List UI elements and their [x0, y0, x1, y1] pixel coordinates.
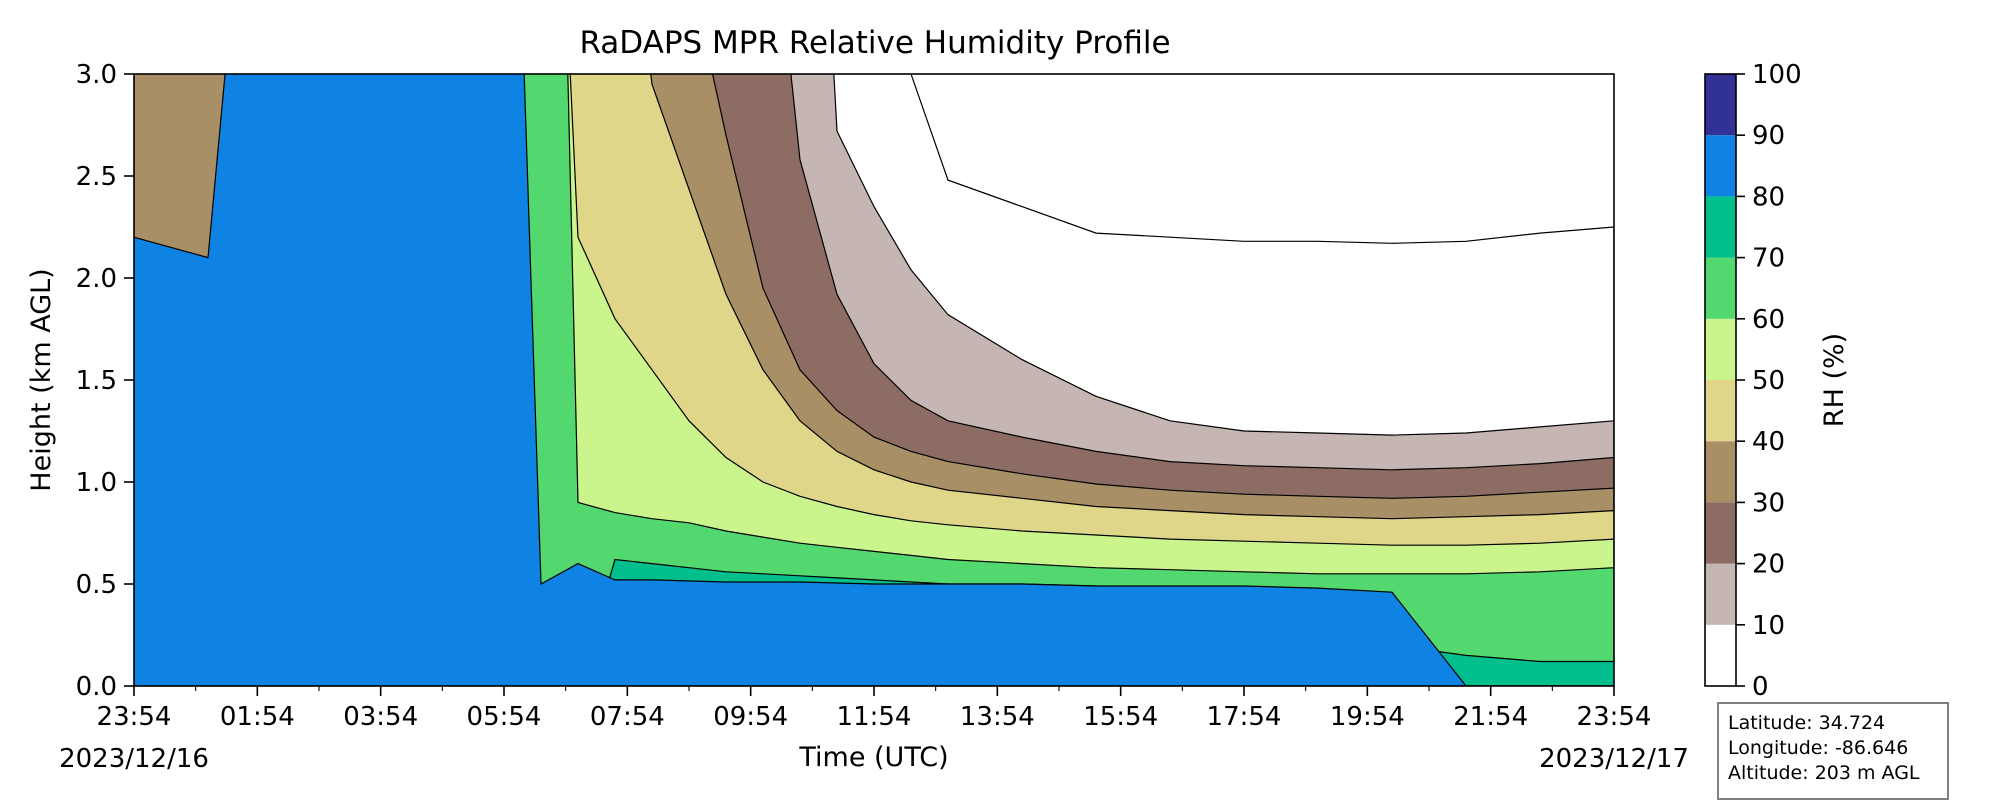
- colorbar-segment: [1705, 502, 1736, 564]
- y-tick-label: 0.5: [76, 570, 117, 600]
- x-date-end: 2023/12/17: [1539, 744, 1689, 774]
- x-tick-label: 15:54: [1083, 702, 1158, 732]
- y-tick-label: 1.0: [76, 468, 117, 498]
- x-tick-label: 11:54: [837, 702, 912, 732]
- x-tick-label: 17:54: [1207, 702, 1282, 732]
- colorbar-tick-label: 80: [1752, 182, 1785, 212]
- contour-bands: [134, 74, 1614, 686]
- colorbar-segment: [1705, 563, 1736, 625]
- colorbar-tick-label: 90: [1752, 121, 1785, 151]
- x-tick-label: 23:54: [1577, 702, 1652, 732]
- x-tick-label: 13:54: [960, 702, 1035, 732]
- colorbar-segment: [1705, 257, 1736, 319]
- x-tick-label: 09:54: [713, 702, 788, 732]
- colorbar-tick-label: 30: [1752, 488, 1785, 518]
- colorbar-tick-label: 0: [1752, 672, 1769, 702]
- y-tick-label: 0.0: [76, 672, 117, 702]
- x-axis-label: Time (UTC): [798, 742, 948, 773]
- colorbar-segment: [1705, 318, 1736, 380]
- station-info-box: Latitude: 34.724 Longitude: -86.646 Alti…: [1717, 702, 1949, 800]
- x-tick-label: 01:54: [220, 702, 295, 732]
- altitude-text: Altitude: 203 m AGL: [1728, 762, 1920, 784]
- x-tick-label: 03:54: [343, 702, 418, 732]
- contour-band-90: [134, 74, 1614, 686]
- colorbar-label: RH (%): [1819, 333, 1850, 427]
- x-tick-label: 19:54: [1330, 702, 1405, 732]
- colorbar-tick-label: 70: [1752, 244, 1785, 274]
- x-tick-label: 23:54: [97, 702, 172, 732]
- colorbar-tick-label: 20: [1752, 550, 1785, 580]
- y-tick-label: 2.5: [76, 162, 117, 192]
- x-tick-label: 05:54: [467, 702, 542, 732]
- y-tick-label: 2.0: [76, 264, 117, 294]
- colorbar-tick-label: 100: [1752, 60, 1802, 90]
- colorbar-segment: [1705, 624, 1736, 686]
- x-date-start: 2023/12/16: [59, 744, 209, 774]
- y-tick-label: 1.5: [76, 366, 117, 396]
- y-axis-label: Height (km AGL): [26, 268, 57, 491]
- colorbar-segment: [1705, 74, 1736, 136]
- colorbar-tick-label: 60: [1752, 305, 1785, 335]
- colorbar-segment: [1705, 196, 1736, 258]
- x-axis: 23:54 01:54 03:54 05:54 07:54 09:54 11:54 13:54…: [97, 686, 1652, 732]
- colorbar-segment: [1705, 441, 1736, 503]
- y-tick-label: 3.0: [76, 60, 117, 90]
- colorbar-segment: [1705, 135, 1736, 197]
- x-tick-label: 07:54: [590, 702, 665, 732]
- chart-title: RaDAPS MPR Relative Humidity Profile: [579, 25, 1170, 61]
- colorbar: 0 10 20 30 40 50 60 70 80 90 100: [1704, 60, 1802, 702]
- latitude-text: Latitude: 34.724: [1728, 712, 1886, 734]
- longitude-text: Longitude: -86.646: [1728, 737, 1909, 759]
- colorbar-tick-label: 10: [1752, 611, 1785, 641]
- colorbar-segment: [1705, 380, 1736, 442]
- x-tick-label: 21:54: [1453, 702, 1528, 732]
- colorbar-tick-label: 50: [1752, 366, 1785, 396]
- y-axis: 0.0 0.5 1.0 1.5 2.0 2.5 3.0: [76, 60, 134, 702]
- colorbar-tick-label: 40: [1752, 427, 1785, 457]
